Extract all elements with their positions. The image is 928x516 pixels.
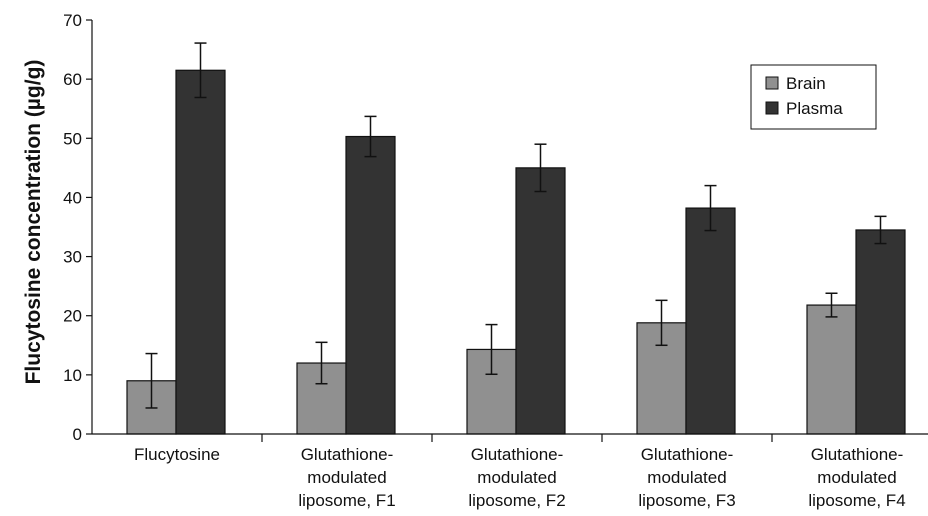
- x-category-label: Glutathione-modulated liposome, F4: [808, 445, 905, 510]
- x-category-label-line: liposome, F4: [808, 491, 905, 510]
- axes: [91, 20, 928, 435]
- x-category-label-line: modulated: [477, 468, 556, 487]
- legend-swatch-plasma: [765, 101, 779, 115]
- x-labels: Flucytosine Glutathione-modulated liposome…: [134, 445, 906, 510]
- x-category-label: Glutathione-modulated liposome, F2: [468, 445, 565, 510]
- x-category-label-line: Glutathione-: [301, 445, 394, 464]
- y-tick-label: 50: [63, 129, 82, 148]
- x-category-label: Glutathione-modulated liposome, F3: [638, 445, 735, 510]
- error-bars: [145, 42, 887, 409]
- x-category-label-line: modulated: [307, 468, 386, 487]
- bar-plasma: [175, 69, 226, 435]
- x-category-label-line: Glutathione-: [641, 445, 734, 464]
- y-axis-title-group: Flucytosine concentration (µg/g): [22, 60, 45, 385]
- y-tick-label: 20: [63, 307, 82, 326]
- bar-plasma: [515, 167, 566, 435]
- y-tick-label: 40: [63, 188, 82, 207]
- bar-brain: [806, 304, 857, 435]
- legend-label-brain: Brain: [786, 74, 826, 93]
- y-tick-label: 60: [63, 70, 82, 89]
- legend-swatch-brain: [765, 76, 779, 90]
- x-category-label-line: modulated: [817, 468, 896, 487]
- bar-plasma: [685, 207, 736, 435]
- x-category-label-line: Glutathione-: [811, 445, 904, 464]
- y-axis-title: Flucytosine concentration (µg/g): [22, 60, 45, 385]
- y-tick-label: 0: [73, 425, 82, 444]
- legend-label-plasma: Plasma: [786, 99, 843, 118]
- x-ticks: [261, 434, 773, 442]
- x-category-label-line: Glutathione-: [471, 445, 564, 464]
- bar-plasma: [855, 229, 906, 435]
- legend: Brain Plasma: [750, 64, 877, 130]
- x-category-label: Glutathione-modulated liposome, F1: [298, 445, 395, 510]
- y-tick-label: 30: [63, 248, 82, 267]
- bar-plasma: [345, 135, 396, 435]
- y-tick-label: 70: [63, 11, 82, 30]
- bars: [126, 69, 906, 435]
- legend-box: [750, 64, 877, 130]
- x-category-label-line: Flucytosine: [134, 445, 220, 464]
- y-tick-label: 10: [63, 366, 82, 385]
- x-category-label-line: modulated: [647, 468, 726, 487]
- x-category-label-line: liposome, F1: [298, 491, 395, 510]
- y-ticks: 0 10 20 30 40 50 60 70: [63, 11, 92, 444]
- x-category-label-line: liposome, F2: [468, 491, 565, 510]
- x-category-label: Flucytosine: [134, 445, 220, 464]
- x-category-label-line: liposome, F3: [638, 491, 735, 510]
